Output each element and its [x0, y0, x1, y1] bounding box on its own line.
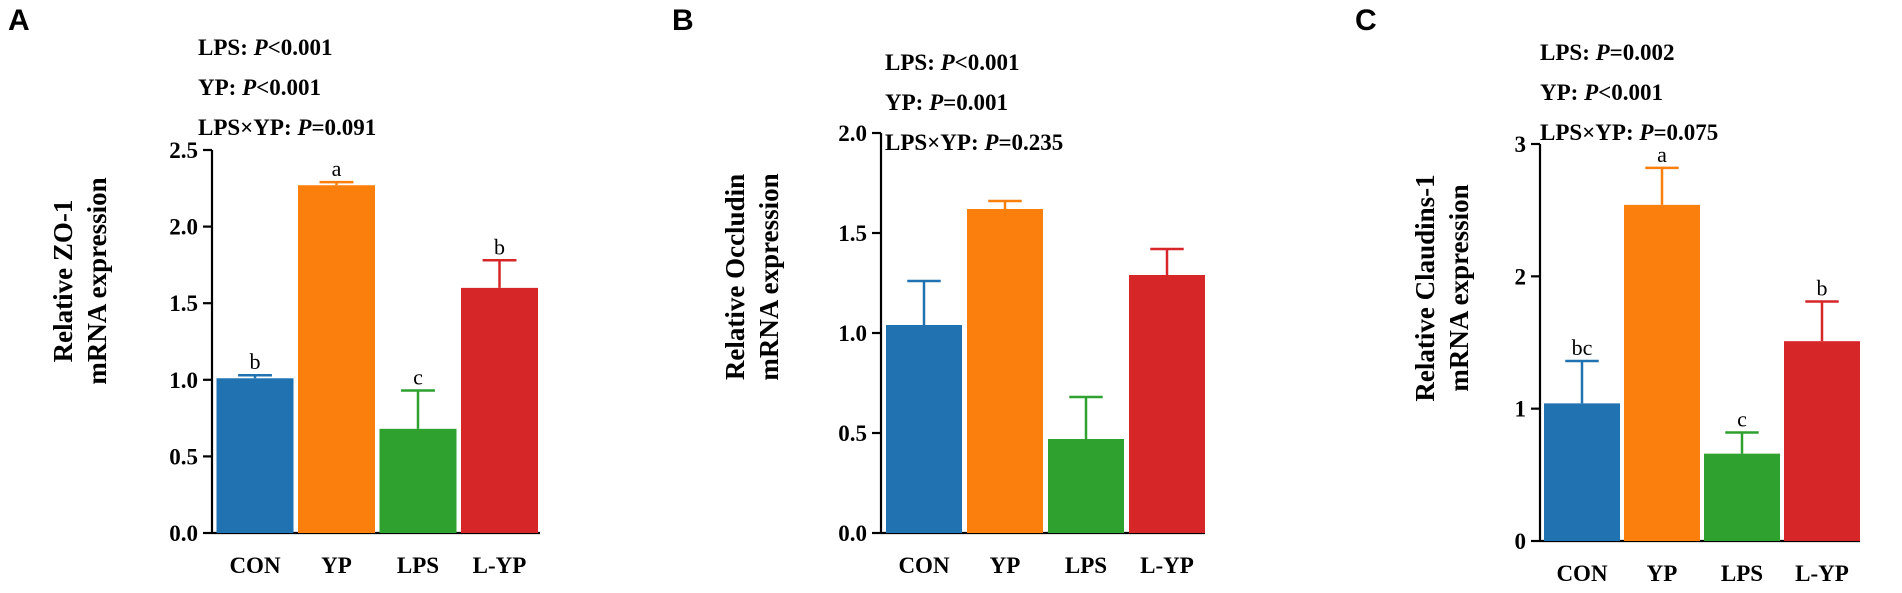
stat-line-lps: LPS: P<0.001 [198, 35, 333, 60]
stat-line-lps: LPS: P<0.001 [885, 50, 1020, 75]
bar-l-yp [461, 287, 538, 533]
x-tick-label-l-yp: L-YP [1140, 553, 1194, 578]
significance-letter-l-yp: b [1817, 275, 1828, 300]
bar-lps [1704, 453, 1780, 541]
bar-l-yp [1784, 341, 1860, 541]
y-tick-label: 0.5 [838, 421, 867, 446]
x-tick-label-yp: YP [1647, 561, 1678, 586]
y-tick-label: 0.0 [169, 521, 198, 546]
panel-label: B [672, 4, 694, 37]
x-tick-label-con: CON [229, 553, 281, 578]
stats-block: LPS: P<0.001 YP: P=0.001 LPS×YP: P=0.235 [885, 43, 1063, 163]
bar-con [886, 325, 962, 533]
bar-l-yp [1129, 275, 1205, 533]
stat-line-interaction: LPS×YP: P=0.091 [198, 115, 377, 140]
bar-lps [1048, 439, 1124, 533]
significance-letter-lps: c [1737, 406, 1747, 431]
x-tick-label-l-yp: L-YP [1795, 561, 1849, 586]
bar-yp [1624, 204, 1700, 541]
y-tick-label: 0.0 [838, 521, 867, 546]
significance-letter-yp: a [1657, 142, 1667, 167]
y-tick-label: 2.0 [838, 121, 867, 146]
significance-letter-yp: a [332, 156, 342, 181]
chart-svg: 0.0 0.5 1.0 1.5 2.0 2.5 b CON a YP c LPS b L-YP [169, 138, 540, 578]
panel-c: C LPS: P=0.002 YP: P<0.001 LPS×YP: P=0.0… [1320, 0, 1902, 593]
chart-svg: 0 1 2 3 bc CON a YP c LPS b L-YP [1515, 132, 1860, 586]
x-tick-label-yp: YP [990, 553, 1021, 578]
x-tick-label-lps: LPS [397, 553, 439, 578]
panel-label: C [1355, 4, 1377, 37]
y-tick-label: 2.0 [169, 215, 198, 240]
bar-yp [967, 209, 1043, 533]
y-tick-label: 3 [1515, 132, 1527, 157]
x-tick-label-con: CON [1556, 561, 1608, 586]
bar-lps [379, 428, 457, 533]
x-tick-label-yp: YP [321, 553, 352, 578]
significance-letter-con: bc [1572, 335, 1593, 360]
stats-block: LPS: P=0.002 YP: P<0.001 LPS×YP: P=0.075 [1540, 33, 1718, 153]
y-tick-label: 0 [1515, 529, 1527, 554]
stat-line-yp: YP: P<0.001 [198, 75, 322, 100]
x-tick-label-con: CON [898, 553, 950, 578]
stat-line-lps: LPS: P=0.002 [1540, 40, 1675, 65]
stat-line-interaction: LPS×YP: P=0.075 [1540, 120, 1719, 145]
panel-label: A [8, 4, 30, 37]
y-tick-label: 2 [1515, 264, 1527, 289]
stat-line-yp: YP: P<0.001 [1540, 80, 1664, 105]
stat-line-interaction: LPS×YP: P=0.235 [885, 130, 1064, 155]
y-tick-label: 1.5 [838, 221, 867, 246]
x-tick-label-l-yp: L-YP [473, 553, 527, 578]
significance-letter-l-yp: b [494, 234, 505, 259]
y-tick-label: 1.0 [169, 368, 198, 393]
bar-con [1544, 403, 1620, 541]
y-tick-label: 1.5 [169, 291, 198, 316]
y-tick-label: 2.5 [169, 138, 198, 163]
stat-line-yp: YP: P=0.001 [885, 90, 1009, 115]
x-tick-label-lps: LPS [1721, 561, 1763, 586]
y-tick-label: 1.0 [838, 321, 867, 346]
bar-yp [298, 185, 375, 533]
y-tick-label: 0.5 [169, 444, 198, 469]
panel-a: A LPS: P<0.001 YP: P<0.001 LPS×YP: P=0.0… [0, 0, 630, 593]
bar-con [216, 378, 294, 533]
stats-block: LPS: P<0.001 YP: P<0.001 LPS×YP: P=0.091 [198, 28, 376, 148]
significance-letter-lps: c [413, 365, 423, 390]
x-tick-label-lps: LPS [1065, 553, 1107, 578]
significance-letter-con: b [250, 349, 261, 374]
y-tick-label: 1 [1515, 397, 1527, 422]
chart-svg: 0.0 0.5 1.0 1.5 2.0 CON YP LPS L-YP [838, 121, 1205, 578]
panel-b: B LPS: P<0.001 YP: P=0.001 LPS×YP: P=0.2… [670, 0, 1280, 593]
